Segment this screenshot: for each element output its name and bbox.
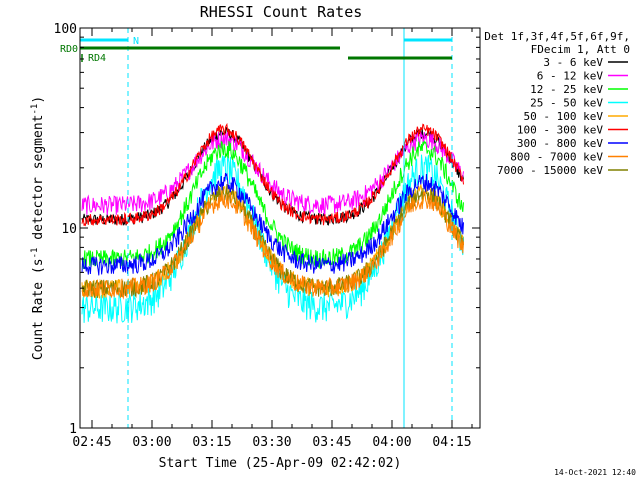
y-tick-label: 100 [54,22,77,37]
legend-label: 3 - 6 keV [543,56,603,69]
y-tick-label: 10 [61,222,77,237]
band-label-rd0: RD0 [60,44,78,55]
series-line [81,139,464,270]
series-line [81,154,464,324]
legend-header: FDecim 1, Att 0 [531,43,630,56]
plot-frame [79,27,481,429]
legend-header: Det 1f,3f,4f,5f,6f,9f, [484,30,630,43]
x-axis: 02:45 03:00 03:15 03:30 03:45 04:00 04:15 [72,28,473,450]
y-axis-label-part: detector segment [31,115,46,248]
series-line [81,131,464,216]
legend-label: 12 - 25 keV [530,83,603,96]
x-tick-label: 03:15 [192,435,231,450]
x-tick-label: 04:00 [372,435,411,450]
chart-title: RHESSI Count Rates [200,3,363,21]
x-tick-label: 03:45 [312,435,351,450]
y-axis-label-part: ) [31,96,46,104]
legend-label: 7000 - 15000 keV [497,164,603,177]
x-axis-label: Start Time (25-Apr-09 02:42:02) [159,456,402,471]
footer-timestamp: 14-Oct-2021 12:40 [554,468,636,477]
y-axis: 1 10 100 [54,22,480,437]
legend-label: 25 - 50 keV [530,97,603,110]
y-tick-label: 1 [69,422,77,437]
legend-label: 6 - 12 keV [537,70,604,83]
y-axis-label-part: Count Rate (s [31,258,46,360]
legend: Det 1f,3f,4f,5f,6f,9f,FDecim 1, Att 03 -… [484,30,630,177]
series-line [81,172,464,276]
y-axis-label-part: -1 [30,104,40,115]
x-tick-label: 03:00 [132,435,171,450]
plot-area: N RD0 RD4 1 10 100 02:45 03:00 03:15 03:30 03:45… [54,22,481,450]
series-curves [81,122,464,324]
legend-label: 800 - 7000 keV [510,151,603,164]
legend-label: 300 - 800 keV [517,137,603,150]
band-label-n: N [133,36,139,47]
series-line [81,190,464,300]
y-axis-label: Count Rate (s-1 detector segment-1) [30,96,46,360]
legend-label: 50 - 100 keV [524,110,604,123]
y-axis-label-part: -1 [30,248,40,259]
legend-label: 100 - 300 keV [517,124,603,137]
x-tick-label: 03:30 [252,435,291,450]
x-tick-label: 02:45 [72,435,111,450]
x-tick-label: 04:15 [432,435,471,450]
series-line [81,122,464,227]
band-label-rd4: RD4 [88,53,106,64]
